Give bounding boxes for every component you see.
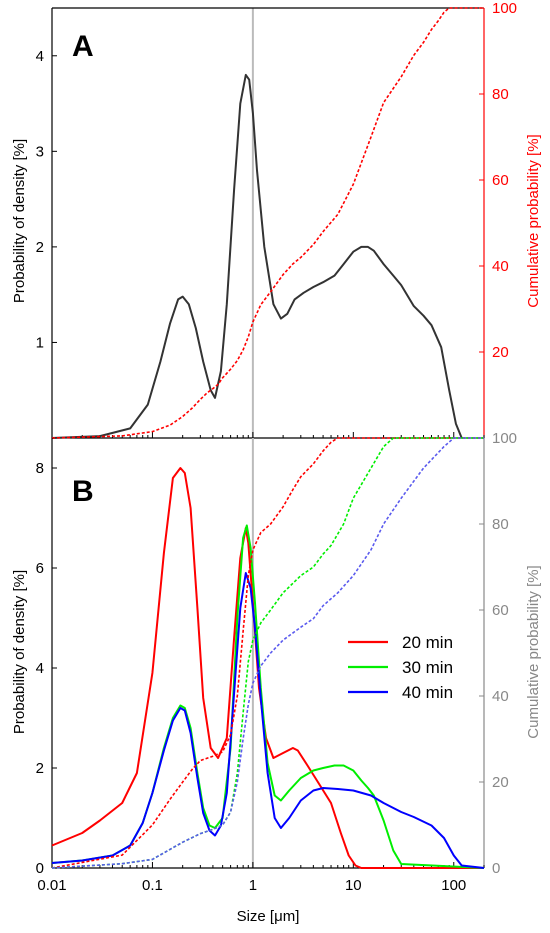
panel-a-right-tick-label: 40 [492, 258, 509, 275]
panel-b-40-min-cumulative-line [51, 437, 484, 869]
panel-b-20-min-cumulative-line [51, 437, 484, 869]
panel-b-right-tick-label: 100 [492, 430, 517, 447]
panel-b-30-min-cumulative-line [51, 437, 484, 869]
panel-a-y-tick-label: 2 [36, 239, 44, 256]
panel-a-right-tick-label: 20 [492, 344, 509, 361]
panel-b-y-tick-label: 4 [36, 660, 44, 677]
panel-a-y-tick-label: 3 [36, 143, 44, 160]
panel-a-density-line [51, 73, 463, 439]
panel-b-right-tick-label: 20 [492, 774, 509, 791]
panel-b-right-tick-label: 60 [492, 602, 509, 619]
panel-a-y-axis-title: Probability of density [%] [11, 139, 28, 303]
panel-b-x-tick-label: 1 [249, 877, 257, 894]
panel-b-right-axis-title: Cumulative probability [%] [525, 565, 542, 738]
panel-a-right-tick-label: 100 [492, 0, 517, 17]
panel-b-right-tick-label: 40 [492, 688, 509, 705]
panel-b-right-tick-label: 0 [492, 860, 500, 877]
panel-a-y-tick-label: 4 [36, 48, 44, 65]
panel-b-y-tick-label: 6 [36, 560, 44, 577]
panel-b-y-tick-label: 0 [36, 860, 44, 877]
panel-b-20-min-line [51, 467, 484, 869]
legend-label: 20 min [402, 633, 453, 652]
panel-b-x-tick-label: 100 [441, 877, 466, 894]
panel-b-x-tick-label: 10 [345, 877, 362, 894]
panel-a-y-tick-label: 1 [36, 334, 44, 351]
x-axis-title: Size [μm] [237, 908, 300, 925]
panel-a-right-tick-label: 80 [492, 86, 509, 103]
panel-a-right-axis-title: Cumulative probability [%] [525, 134, 542, 307]
legend-label: 30 min [402, 658, 453, 677]
panel-a-right-tick-label: 60 [492, 172, 509, 189]
legend: 20 min 30 min 40 min [348, 633, 453, 702]
panel-a-label: A [72, 30, 94, 63]
panel-b-y-tick-label: 8 [36, 460, 44, 477]
panel-b-40-min-line [51, 572, 485, 869]
panel-b-y-axis-title: Probability of density [%] [11, 570, 28, 734]
panel-a: 1 2 3 4 20 40 60 80 100 [36, 0, 517, 439]
panel-b-label: B [72, 475, 94, 508]
panel-b-x-tick-label: 0.1 [142, 877, 163, 894]
panel-a-cumulative-cumulative-line [51, 7, 484, 439]
panel-b-right-tick-label: 80 [492, 516, 509, 533]
legend-label: 40 min [402, 683, 453, 702]
panel-b-y-tick-label: 2 [36, 760, 44, 777]
panel-b-x-tick-label: 0.01 [37, 877, 66, 894]
